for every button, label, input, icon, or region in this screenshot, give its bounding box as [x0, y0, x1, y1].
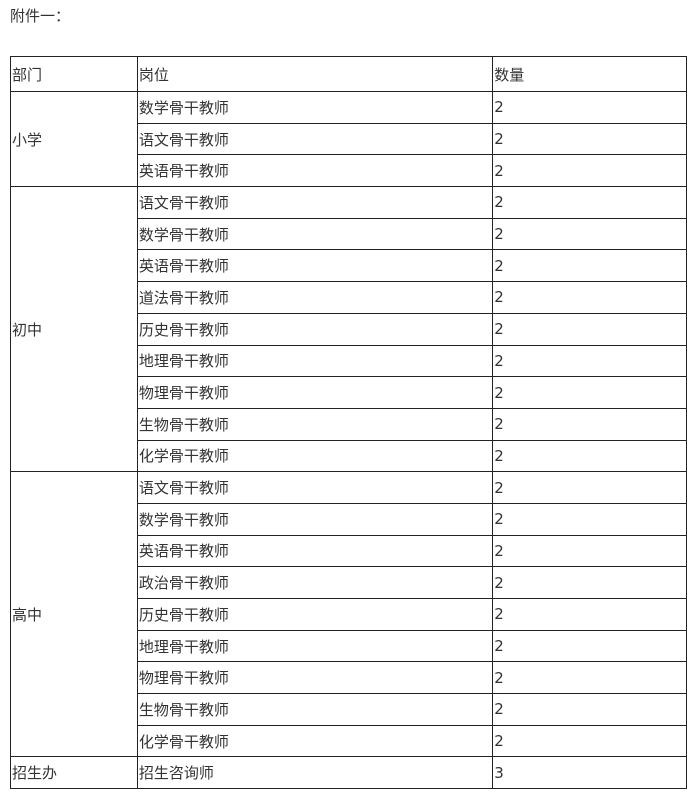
count-cell: 2	[492, 344, 687, 378]
position-cell: 政治骨干教师	[136, 566, 494, 599]
table-row: 招生办 招生咨询师 3	[10, 756, 687, 790]
table-row: 生物骨干教师 2	[11, 407, 687, 441]
count-cell: 2	[492, 249, 687, 283]
position-cell: 地理骨干教师	[136, 629, 494, 663]
table-row: 高中 语文骨干教师 2	[10, 471, 687, 758]
position-cell: 招生咨询师	[136, 756, 494, 790]
department-cell: 高中	[10, 471, 138, 758]
position-cell: 生物骨干教师	[136, 693, 494, 726]
table-row: 道法骨干教师 2	[11, 281, 687, 314]
attachment-title: 附件一：	[10, 7, 71, 25]
count-cell: 2	[492, 312, 687, 346]
positions-table: 部门 岗位 数量 小学 数学骨干教师 2 语文骨干教师 2 英语骨干教师 2 初中 语文骨干教师…	[10, 56, 687, 790]
position-cell: 英语骨干教师	[136, 249, 494, 283]
table-row: 物理骨干教师 2	[11, 376, 687, 409]
position-cell: 英语骨干教师	[136, 534, 494, 568]
position-cell: 语文骨干教师	[136, 471, 494, 504]
position-cell: 数学骨干教师	[136, 502, 494, 536]
position-cell: 物理骨干教师	[136, 661, 494, 695]
table-header-row: 部门 岗位 数量	[10, 56, 687, 92]
count-cell: 2	[492, 154, 687, 188]
table-row: 数学骨干教师 2	[11, 217, 687, 251]
table-row: 语文骨干教师 2	[11, 122, 687, 156]
department-cell: 招生办	[10, 756, 138, 790]
table-row: 初中 语文骨干教师 2	[10, 186, 687, 473]
count-cell: 2	[492, 471, 687, 504]
position-cell: 英语骨干教师	[136, 154, 494, 188]
count-cell: 2	[492, 91, 687, 124]
table-row: 英语骨干教师 2	[11, 534, 687, 568]
count-cell: 2	[492, 693, 687, 726]
count-cell: 2	[492, 186, 687, 219]
table-row: 地理骨干教师 2	[11, 629, 687, 663]
position-cell: 地理骨干教师	[136, 344, 494, 378]
table-row: 历史骨干教师 2	[11, 598, 687, 631]
table-row: 数学骨干教师 2	[11, 502, 687, 536]
department-cell: 小学	[10, 90, 138, 188]
table-row: 物理骨干教师 2	[11, 661, 687, 695]
count-cell: 2	[492, 217, 687, 251]
count-cell: 2	[492, 566, 687, 599]
count-cell: 2	[492, 439, 687, 473]
position-cell: 数学骨干教师	[136, 217, 494, 251]
position-cell: 生物骨干教师	[136, 407, 494, 441]
count-cell: 2	[492, 724, 687, 758]
position-cell: 语文骨干教师	[136, 122, 494, 156]
table-row: 化学骨干教师 2	[11, 439, 687, 473]
header-count: 数量	[492, 56, 687, 92]
count-cell: 2	[492, 407, 687, 441]
position-cell: 历史骨干教师	[136, 312, 494, 346]
count-cell: 2	[492, 661, 687, 695]
position-cell: 物理骨干教师	[136, 376, 494, 409]
count-cell: 2	[492, 122, 687, 156]
department-cell: 初中	[10, 186, 138, 473]
count-cell: 2	[492, 629, 687, 663]
header-position: 岗位	[136, 56, 494, 92]
count-cell: 2	[492, 534, 687, 568]
count-cell: 2	[492, 376, 687, 409]
position-cell: 历史骨干教师	[136, 598, 494, 631]
count-cell: 2	[492, 281, 687, 314]
position-cell: 语文骨干教师	[136, 186, 494, 219]
position-cell: 化学骨干教师	[136, 439, 494, 473]
header-department: 部门	[10, 56, 138, 92]
position-cell: 道法骨干教师	[136, 281, 494, 314]
table-row: 小学 数学骨干教师 2	[10, 90, 687, 188]
position-cell: 化学骨干教师	[136, 724, 494, 758]
position-cell: 数学骨干教师	[136, 91, 494, 124]
count-cell: 2	[492, 502, 687, 536]
count-cell: 2	[492, 598, 687, 631]
count-cell: 3	[492, 756, 687, 790]
table-row: 政治骨干教师 2	[11, 566, 687, 599]
